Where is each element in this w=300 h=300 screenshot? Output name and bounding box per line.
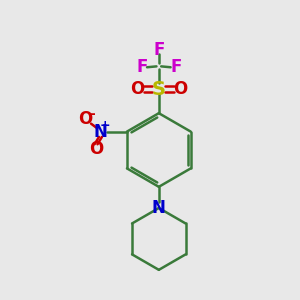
Text: +: +	[100, 119, 110, 132]
Text: N: N	[94, 123, 107, 141]
Text: S: S	[152, 80, 166, 98]
Text: O: O	[130, 80, 145, 98]
Text: O: O	[89, 140, 103, 158]
Text: O: O	[173, 80, 187, 98]
Text: F: F	[153, 40, 164, 58]
Text: -: -	[89, 107, 95, 121]
Text: F: F	[170, 58, 182, 76]
Text: F: F	[136, 58, 147, 76]
Text: O: O	[79, 110, 93, 128]
Text: N: N	[152, 199, 166, 217]
